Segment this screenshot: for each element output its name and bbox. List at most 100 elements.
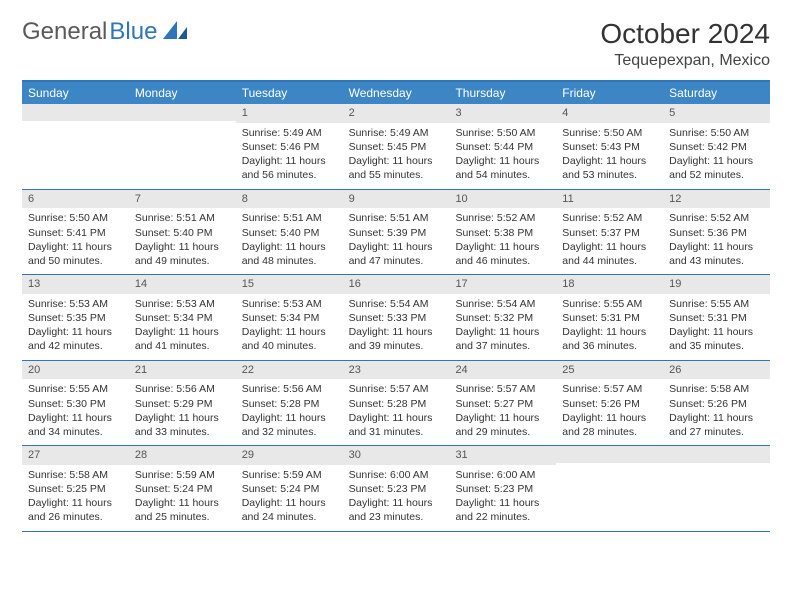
- daylight-text-2: and 40 minutes.: [242, 339, 337, 353]
- daylight-text-2: and 31 minutes.: [349, 425, 444, 439]
- day-cell: 8Sunrise: 5:51 AMSunset: 5:40 PMDaylight…: [236, 190, 343, 275]
- sunrise-text: Sunrise: 5:54 AM: [455, 297, 550, 311]
- day-cell: 24Sunrise: 5:57 AMSunset: 5:27 PMDayligh…: [449, 361, 556, 446]
- day-cell: 26Sunrise: 5:58 AMSunset: 5:26 PMDayligh…: [663, 361, 770, 446]
- logo-sail-icon: [163, 21, 187, 39]
- sunrise-text: Sunrise: 5:49 AM: [242, 126, 337, 140]
- daylight-text-2: and 34 minutes.: [28, 425, 123, 439]
- day-cell: 25Sunrise: 5:57 AMSunset: 5:26 PMDayligh…: [556, 361, 663, 446]
- calendar: SundayMondayTuesdayWednesdayThursdayFrid…: [22, 80, 770, 532]
- day-cell: 2Sunrise: 5:49 AMSunset: 5:45 PMDaylight…: [343, 104, 450, 189]
- day-cell: 22Sunrise: 5:56 AMSunset: 5:28 PMDayligh…: [236, 361, 343, 446]
- day-number: 7: [129, 190, 236, 209]
- daylight-text-2: and 25 minutes.: [135, 510, 230, 524]
- daylight-text-2: and 37 minutes.: [455, 339, 550, 353]
- sunrise-text: Sunrise: 5:55 AM: [669, 297, 764, 311]
- day-body: Sunrise: 5:57 AMSunset: 5:27 PMDaylight:…: [449, 379, 556, 445]
- weeks-container: 1Sunrise: 5:49 AMSunset: 5:46 PMDaylight…: [22, 104, 770, 532]
- sunrise-text: Sunrise: 5:52 AM: [669, 211, 764, 225]
- sunrise-text: Sunrise: 5:49 AM: [349, 126, 444, 140]
- sunrise-text: Sunrise: 5:59 AM: [242, 468, 337, 482]
- day-cell-empty: [22, 104, 129, 189]
- daylight-text-1: Daylight: 11 hours: [242, 240, 337, 254]
- day-number: [556, 446, 663, 463]
- daylight-text-2: and 50 minutes.: [28, 254, 123, 268]
- day-body: Sunrise: 5:49 AMSunset: 5:45 PMDaylight:…: [343, 123, 450, 189]
- weekday-wednesday: Wednesday: [343, 82, 450, 104]
- daylight-text-1: Daylight: 11 hours: [455, 325, 550, 339]
- day-body: Sunrise: 5:58 AMSunset: 5:26 PMDaylight:…: [663, 379, 770, 445]
- day-body: Sunrise: 5:57 AMSunset: 5:26 PMDaylight:…: [556, 379, 663, 445]
- day-cell: 11Sunrise: 5:52 AMSunset: 5:37 PMDayligh…: [556, 190, 663, 275]
- daylight-text-1: Daylight: 11 hours: [562, 154, 657, 168]
- sunset-text: Sunset: 5:41 PM: [28, 226, 123, 240]
- weekday-thursday: Thursday: [449, 82, 556, 104]
- title-block: October 2024 Tequepexpan, Mexico: [600, 18, 770, 70]
- day-cell-empty: [663, 446, 770, 531]
- weekday-monday: Monday: [129, 82, 236, 104]
- sunset-text: Sunset: 5:36 PM: [669, 226, 764, 240]
- day-cell: 13Sunrise: 5:53 AMSunset: 5:35 PMDayligh…: [22, 275, 129, 360]
- sunrise-text: Sunrise: 5:50 AM: [455, 126, 550, 140]
- day-body: Sunrise: 5:50 AMSunset: 5:42 PMDaylight:…: [663, 123, 770, 189]
- day-number: 11: [556, 190, 663, 209]
- daylight-text-2: and 44 minutes.: [562, 254, 657, 268]
- daylight-text-2: and 29 minutes.: [455, 425, 550, 439]
- sunset-text: Sunset: 5:29 PM: [135, 397, 230, 411]
- daylight-text-2: and 39 minutes.: [349, 339, 444, 353]
- day-number: 18: [556, 275, 663, 294]
- daylight-text-2: and 55 minutes.: [349, 168, 444, 182]
- daylight-text-1: Daylight: 11 hours: [242, 325, 337, 339]
- day-body: Sunrise: 5:55 AMSunset: 5:31 PMDaylight:…: [663, 294, 770, 360]
- sunrise-text: Sunrise: 5:59 AM: [135, 468, 230, 482]
- sunset-text: Sunset: 5:44 PM: [455, 140, 550, 154]
- day-cell: 20Sunrise: 5:55 AMSunset: 5:30 PMDayligh…: [22, 361, 129, 446]
- daylight-text-2: and 26 minutes.: [28, 510, 123, 524]
- sunset-text: Sunset: 5:46 PM: [242, 140, 337, 154]
- day-number: 16: [343, 275, 450, 294]
- day-body: Sunrise: 5:54 AMSunset: 5:33 PMDaylight:…: [343, 294, 450, 360]
- daylight-text-2: and 36 minutes.: [562, 339, 657, 353]
- day-number: 31: [449, 446, 556, 465]
- day-body: Sunrise: 6:00 AMSunset: 5:23 PMDaylight:…: [449, 465, 556, 531]
- daylight-text-2: and 47 minutes.: [349, 254, 444, 268]
- day-body: Sunrise: 5:59 AMSunset: 5:24 PMDaylight:…: [236, 465, 343, 531]
- sunrise-text: Sunrise: 5:53 AM: [135, 297, 230, 311]
- day-cell: 21Sunrise: 5:56 AMSunset: 5:29 PMDayligh…: [129, 361, 236, 446]
- day-number: 28: [129, 446, 236, 465]
- day-number: 13: [22, 275, 129, 294]
- day-number: 10: [449, 190, 556, 209]
- day-number: 19: [663, 275, 770, 294]
- month-title: October 2024: [600, 18, 770, 50]
- daylight-text-1: Daylight: 11 hours: [135, 496, 230, 510]
- daylight-text-1: Daylight: 11 hours: [28, 496, 123, 510]
- day-number: 26: [663, 361, 770, 380]
- day-body: Sunrise: 5:56 AMSunset: 5:28 PMDaylight:…: [236, 379, 343, 445]
- daylight-text-1: Daylight: 11 hours: [562, 240, 657, 254]
- location: Tequepexpan, Mexico: [600, 52, 770, 70]
- day-number: 5: [663, 104, 770, 123]
- day-number: 21: [129, 361, 236, 380]
- day-body: Sunrise: 5:57 AMSunset: 5:28 PMDaylight:…: [343, 379, 450, 445]
- day-cell: 30Sunrise: 6:00 AMSunset: 5:23 PMDayligh…: [343, 446, 450, 531]
- day-number: 3: [449, 104, 556, 123]
- sunset-text: Sunset: 5:39 PM: [349, 226, 444, 240]
- daylight-text-1: Daylight: 11 hours: [455, 154, 550, 168]
- sunrise-text: Sunrise: 6:00 AM: [349, 468, 444, 482]
- day-body: Sunrise: 5:53 AMSunset: 5:34 PMDaylight:…: [129, 294, 236, 360]
- daylight-text-2: and 28 minutes.: [562, 425, 657, 439]
- sunset-text: Sunset: 5:40 PM: [242, 226, 337, 240]
- daylight-text-2: and 32 minutes.: [242, 425, 337, 439]
- sunrise-text: Sunrise: 5:51 AM: [242, 211, 337, 225]
- day-number: 20: [22, 361, 129, 380]
- daylight-text-1: Daylight: 11 hours: [349, 240, 444, 254]
- daylight-text-1: Daylight: 11 hours: [669, 240, 764, 254]
- sunset-text: Sunset: 5:34 PM: [135, 311, 230, 325]
- sunset-text: Sunset: 5:31 PM: [562, 311, 657, 325]
- weekday-saturday: Saturday: [663, 82, 770, 104]
- day-cell: 5Sunrise: 5:50 AMSunset: 5:42 PMDaylight…: [663, 104, 770, 189]
- day-cell: 28Sunrise: 5:59 AMSunset: 5:24 PMDayligh…: [129, 446, 236, 531]
- day-body: Sunrise: 5:52 AMSunset: 5:38 PMDaylight:…: [449, 208, 556, 274]
- sunrise-text: Sunrise: 5:58 AM: [669, 382, 764, 396]
- day-number: 12: [663, 190, 770, 209]
